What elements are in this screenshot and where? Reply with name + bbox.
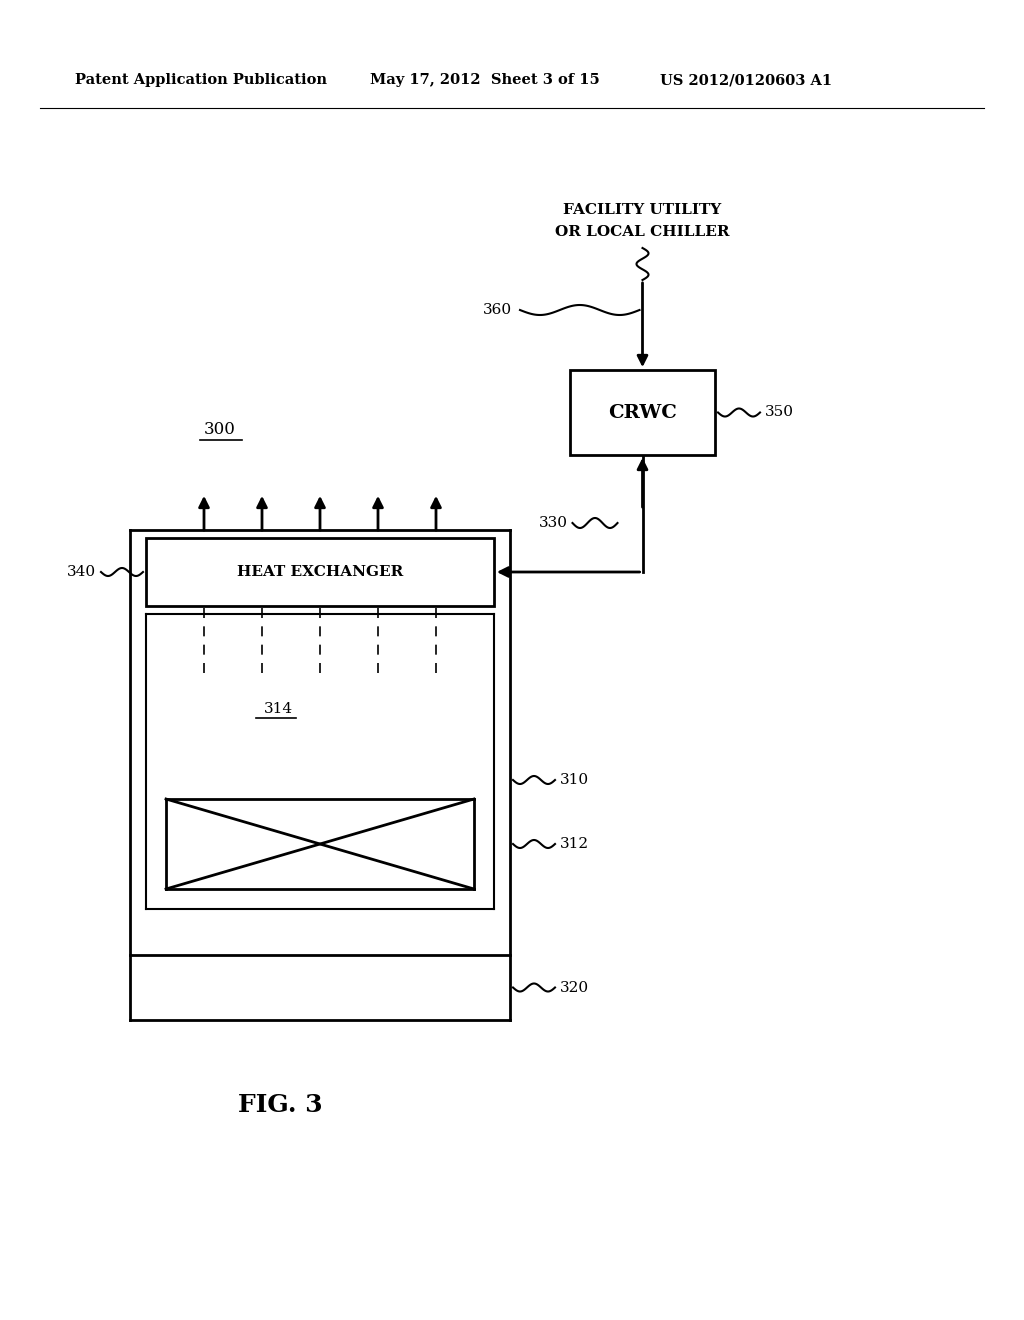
- Text: May 17, 2012  Sheet 3 of 15: May 17, 2012 Sheet 3 of 15: [370, 73, 600, 87]
- Text: 340: 340: [67, 565, 96, 579]
- Text: 350: 350: [765, 405, 794, 420]
- Text: Patent Application Publication: Patent Application Publication: [75, 73, 327, 87]
- Text: 320: 320: [560, 981, 589, 994]
- Text: 300: 300: [204, 421, 236, 438]
- Text: 310: 310: [560, 774, 589, 787]
- Text: HEAT EXCHANGER: HEAT EXCHANGER: [237, 565, 403, 579]
- Text: 314: 314: [263, 702, 293, 715]
- Text: FACILITY UTILITY: FACILITY UTILITY: [563, 203, 722, 216]
- Text: 330: 330: [539, 516, 567, 531]
- Text: CRWC: CRWC: [608, 404, 677, 421]
- Text: US 2012/0120603 A1: US 2012/0120603 A1: [660, 73, 833, 87]
- Text: 360: 360: [483, 304, 512, 317]
- Text: OR LOCAL CHILLER: OR LOCAL CHILLER: [555, 224, 730, 239]
- Text: FIG. 3: FIG. 3: [238, 1093, 323, 1117]
- Bar: [570, 370, 715, 455]
- Bar: [146, 539, 494, 606]
- Text: 312: 312: [560, 837, 589, 851]
